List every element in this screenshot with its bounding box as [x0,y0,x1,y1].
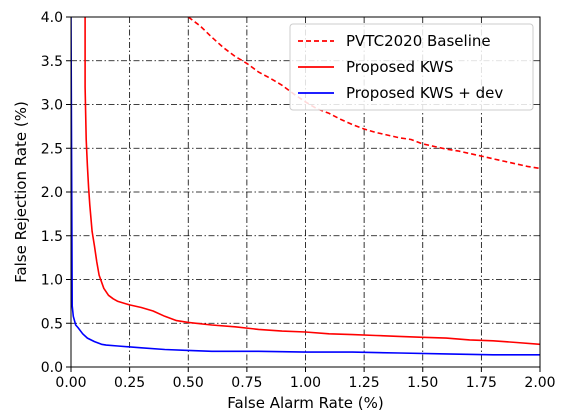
y-tick-label: 1.0 [41,273,63,289]
y-tick-label: 4.0 [41,10,63,26]
x-tick-label: 1.50 [407,375,438,391]
x-tick-label: 0.75 [231,375,262,391]
x-tick-label: 1.25 [349,375,380,391]
legend: PVTC2020 Baseline Proposed KWS Proposed KW… [289,23,534,111]
x-tick-label: 2.00 [524,375,555,391]
x-axis-label: False Alarm Rate (%) [227,394,383,412]
axis-ticks: 0.00 0.25 0.50 0.75 1.00 1.25 1.50 1.75 2.00 0.0 0… [41,10,556,391]
legend-entry-label: PVTC2020 Baseline [346,32,491,50]
legend-entry-label: Proposed KWS + dev [346,84,503,102]
x-tick-label: 0.50 [173,375,204,391]
series-line-1 [187,17,540,170]
legend-entry-label: Proposed KWS [346,58,453,76]
y-tick-label: 1.5 [41,229,63,245]
y-tick-label: 3.5 [41,54,63,70]
x-tick-label: 0.25 [114,375,145,391]
x-tick-label: 0.00 [55,375,86,391]
series-line-3 [71,17,540,356]
series-line-2 [84,17,540,346]
y-tick-label: 2.0 [41,185,63,201]
y-tick-label: 3.0 [41,98,63,114]
y-tick-label: 2.5 [41,141,63,157]
y-axis-label: False Rejection Rate (%) [12,101,30,283]
legend-box [289,23,534,111]
x-tick-label: 1.00 [290,375,321,391]
y-tick-label: 0.0 [41,360,63,376]
series-lines [71,17,540,356]
x-tick-label: 1.75 [466,375,497,391]
y-tick-label: 0.5 [41,316,63,332]
